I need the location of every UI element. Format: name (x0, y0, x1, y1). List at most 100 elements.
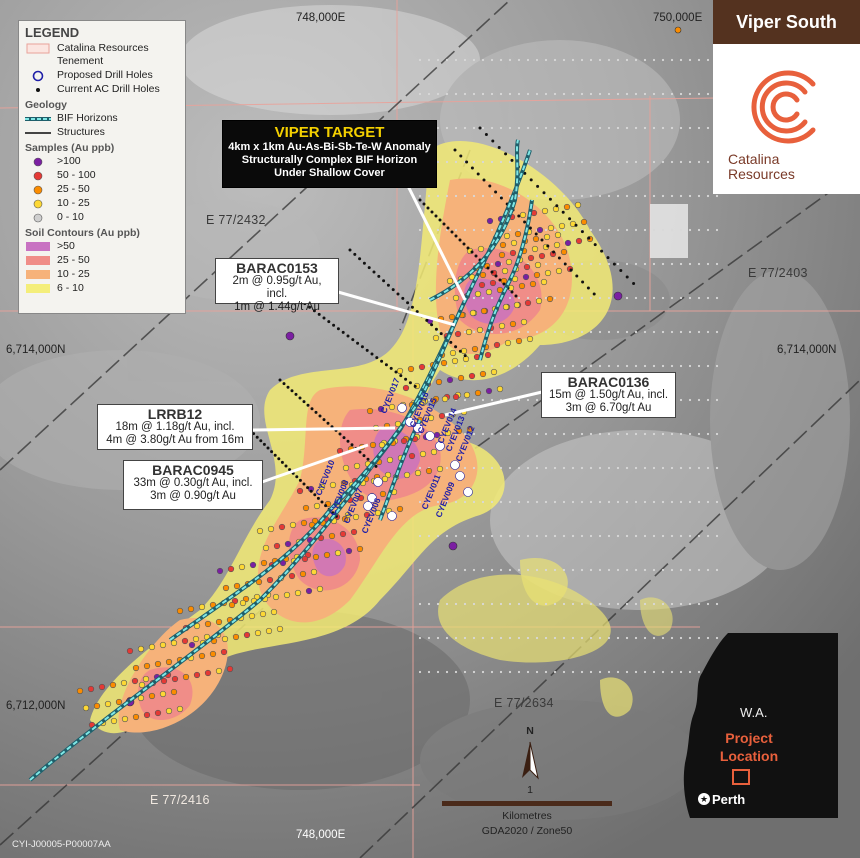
tenement-label-2416: E 77/2416 (150, 793, 210, 807)
background-sample-dot (688, 58, 692, 62)
background-sample-dot (616, 500, 620, 504)
soil-sample-dot (143, 662, 151, 670)
scale-bar (442, 801, 612, 806)
ac-drill-hole-dot (548, 197, 552, 201)
background-sample-dot (499, 58, 503, 62)
background-sample-dot (508, 534, 512, 538)
soil-sample-dot (115, 698, 123, 706)
soil-sample-dot (535, 297, 543, 305)
background-sample-dot (490, 568, 494, 572)
soil-sample-dot (674, 26, 682, 34)
background-sample-dot (580, 296, 584, 300)
background-sample-dot (472, 364, 476, 368)
soil-sample-dot (489, 279, 497, 287)
background-sample-dot (454, 670, 458, 674)
background-sample-dot (553, 466, 557, 470)
background-sample-dot (454, 58, 458, 62)
ac-drill-hole-dot (523, 220, 527, 224)
ac-drill-hole-dot (394, 370, 398, 374)
background-sample-dot (643, 534, 647, 538)
ac-drill-hole-dot (592, 292, 596, 296)
background-sample-dot (508, 364, 512, 368)
soil-sample-dot (170, 639, 178, 647)
background-sample-dot (625, 92, 629, 96)
ac-drill-hole-dot (446, 226, 450, 230)
soil-sample-dot (154, 709, 162, 717)
background-sample-dot (634, 160, 638, 164)
soil-sample-dot (400, 437, 408, 445)
background-sample-dot (535, 126, 539, 130)
background-sample-dot (571, 58, 575, 62)
ac-drill-hole-dot (434, 214, 438, 218)
background-sample-dot (553, 432, 557, 436)
background-sample-dot (481, 92, 485, 96)
ac-drill-hole-dot (322, 418, 326, 422)
background-sample-dot (697, 58, 701, 62)
ac-drill-hole-dot (498, 278, 502, 282)
background-sample-dot (688, 670, 692, 674)
soil-sample-dot (301, 555, 309, 563)
background-sample-dot (715, 636, 719, 640)
background-sample-dot (427, 534, 431, 538)
soil-sample-dot (541, 207, 549, 215)
soil-sample-dot (342, 464, 350, 472)
background-sample-dot (526, 500, 530, 504)
tenement-label-2432: E 77/2432 (206, 213, 266, 227)
soil-sample-dot (486, 217, 494, 225)
background-sample-dot (490, 466, 494, 470)
inset-project-line2: Location (719, 748, 779, 764)
ac-drill-hole-dot (306, 403, 310, 407)
background-sample-dot (688, 500, 692, 504)
logo-panel (713, 44, 860, 194)
easting-label-top-2: 750,000E (653, 12, 703, 24)
callout-lrrb12: LRRB12 18m @ 1.18g/t Au, incl. 4m @ 3.80… (97, 404, 253, 450)
background-sample-dot (670, 228, 674, 232)
ac-drill-hole-dot (422, 202, 426, 206)
soil-sample-dot (403, 471, 411, 479)
background-sample-dot (652, 92, 656, 96)
background-sample-dot (670, 296, 674, 300)
background-sample-dot (445, 534, 449, 538)
north-arrow-icon (522, 741, 539, 780)
background-sample-dot (499, 126, 503, 130)
background-sample-dot (706, 500, 710, 504)
callout-barac0945: BARAC0945 33m @ 0.30g/t Au, incl. 3m @ 0… (123, 460, 263, 510)
background-sample-dot (589, 534, 593, 538)
logo-line1: Catalina (728, 151, 780, 167)
ac-drill-hole-dot (366, 457, 370, 461)
soil-sample-dot (198, 652, 206, 660)
background-sample-dot (580, 92, 584, 96)
background-sample-dot (661, 636, 665, 640)
soil-sample-dot (176, 705, 184, 713)
ac-drill-hole-dot (327, 320, 331, 324)
background-sample-dot (490, 636, 494, 640)
background-sample-dot (562, 228, 566, 232)
background-sample-dot (517, 296, 521, 300)
legend-item-structures: Structures (25, 126, 179, 139)
background-sample-dot (706, 296, 710, 300)
background-sample-dot (598, 262, 602, 266)
ac-drill-hole-dot (458, 349, 462, 353)
background-sample-dot (688, 602, 692, 606)
proposed-drill-hole (405, 417, 415, 427)
soil-sample-dot (531, 245, 539, 253)
background-sample-dot (544, 296, 548, 300)
soil-sample-dot (233, 582, 241, 590)
background-sample-dot (688, 534, 692, 538)
background-sample-dot (553, 602, 557, 606)
soil-sample-dot (498, 322, 506, 330)
background-sample-dot (652, 160, 656, 164)
background-sample-dot (445, 228, 449, 232)
ac-drill-hole-dot (295, 475, 299, 479)
background-sample-dot (706, 160, 710, 164)
background-sample-dot (418, 330, 422, 334)
soil-sample-dot (396, 505, 404, 513)
soil-sample-dot (288, 572, 296, 580)
easting-label-bottom-1: 748,000E (296, 829, 346, 841)
sample-legend-item: 25 - 50 (25, 183, 179, 196)
background-sample-dot (490, 262, 494, 266)
soil-sample-dot (468, 372, 476, 380)
tenement-label-2403: E 77/2403 (748, 266, 808, 280)
soil-sample-dot (522, 273, 530, 281)
background-sample-dot (517, 126, 521, 130)
